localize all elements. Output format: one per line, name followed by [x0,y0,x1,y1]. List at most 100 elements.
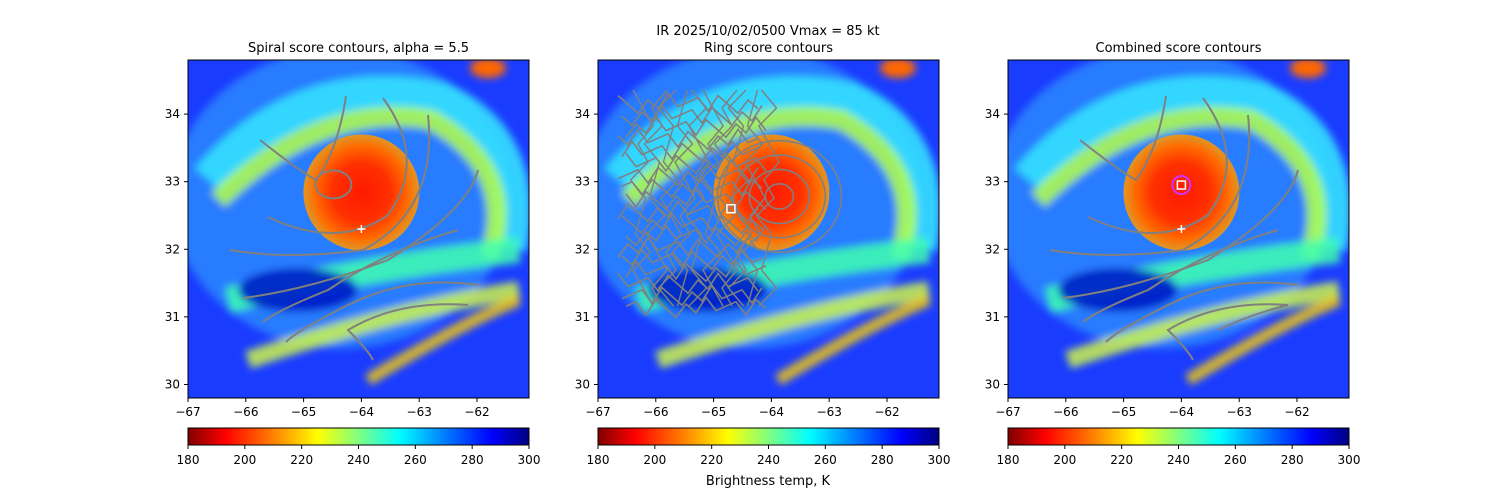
colorbar-tick-label: 200 [1053,453,1076,467]
x-tick-label: −67 [175,405,200,419]
ir-imagery [1008,60,1349,398]
colorbar [187,427,530,446]
axes-frame [597,59,940,399]
colorbar-tick-label: 180 [587,453,610,467]
y-tick-label: 31 [575,310,590,324]
y-tick-label: 32 [575,242,590,256]
colorbar-tick-label: 180 [177,453,200,467]
panel-1: Spiral score contours, alpha = 5.5 −67 −66… [165,41,541,467]
contour-line [285,281,479,343]
contour-line [716,139,843,254]
contour-line [732,154,827,239]
panel-3: Combined score contours −67 −66 −65 −64 −63 −6… [985,41,1361,467]
x-tick-label: −63 [407,405,432,419]
y-tick-label: 30 [165,377,180,391]
y-tick-label: 32 [985,242,1000,256]
center-square-marker [1176,180,1187,190]
x-tick-label: −64 [349,405,374,419]
contour-line [242,169,479,299]
y-tick-label: 34 [575,107,590,121]
contour-line [621,140,763,163]
x-tick-label: −63 [1227,405,1252,419]
contour-line [629,89,654,307]
contour-line [643,89,668,307]
colorbar-tick-label: 300 [928,453,951,467]
y-tick-label: 33 [165,175,180,189]
contour-line [617,164,759,187]
contour-line [764,183,795,210]
contour-line [1166,303,1289,361]
axes-frame [1007,59,1350,399]
contour-line [1049,114,1251,256]
x-tick-label: −65 [291,405,316,419]
x-tick-label: −66 [643,405,668,419]
y-tick-label: 32 [165,242,180,256]
colorbar-tick-label: 220 [290,453,313,467]
contour-line [748,168,811,225]
score-contours [617,89,843,319]
colorbar-tick-label: 240 [347,453,370,467]
contour-line [657,89,682,307]
contour-line [267,97,408,234]
contour-line [617,92,759,115]
x-tick-label: −67 [585,405,610,419]
y-tick-label: 33 [575,175,590,189]
contour-line [1217,304,1289,331]
contour-line [625,296,767,319]
x-tick-label: −63 [817,405,842,419]
x-tick-label: −64 [759,405,784,419]
y-tick-label: 31 [985,310,1000,324]
colorbar [1007,427,1350,446]
ir-imagery [598,60,939,398]
contour-line [262,229,459,323]
x-tick-label: −66 [1053,405,1078,419]
contour-line [625,224,767,247]
contour-line [346,303,469,361]
contour-line [617,236,759,259]
axes-frame [187,59,530,399]
ir-imagery [188,60,529,398]
x-tick-label: −65 [1111,405,1136,419]
contour-line [625,152,767,175]
contour-line [229,114,431,256]
contour-line [755,89,780,307]
colorbar-tick-label: 280 [871,453,894,467]
center-plus-marker [357,225,366,233]
contour-line [621,104,763,127]
storm-cdo [303,134,420,251]
x-tick-label: −64 [1169,405,1194,419]
colorbar-tick-label: 240 [757,453,780,467]
center-square-marker [726,203,736,214]
x-tick-label: −62 [874,405,899,419]
contour-line [625,260,767,283]
x-tick-label: −67 [995,405,1020,419]
contour-line [621,248,763,271]
colorbar-tick-label: 260 [814,453,837,467]
score-contours [229,95,479,361]
center-circle-marker [1171,175,1192,196]
y-tick-label: 33 [985,175,1000,189]
contour-line [617,272,759,295]
panel-2: Ring score contours −67 −66 −65 −64 −63 −62 30 3… [575,41,951,467]
colorbar-tick-label: 200 [643,453,666,467]
colorbar-tick-label: 280 [1281,453,1304,467]
storm-cdo [1123,134,1240,251]
colorbar-tick-label: 220 [700,453,723,467]
center-plus-marker [1177,225,1186,233]
contour-line [617,128,759,151]
contour-line [314,169,353,200]
y-tick-label: 34 [985,107,1000,121]
colorbar-tick-label: 240 [1167,453,1190,467]
contour-line [713,89,738,307]
contour-line [1105,281,1299,343]
panel-title: Spiral score contours, alpha = 5.5 [248,41,469,56]
panel-title: Ring score contours [704,41,833,56]
x-tick-label: −62 [464,405,489,419]
contour-line [1079,95,1167,182]
x-tick-label: −65 [701,405,726,419]
contour-line [625,188,767,211]
colorbar-tick-label: 300 [518,453,541,467]
contour-line [671,89,696,307]
y-tick-label: 34 [165,107,180,121]
